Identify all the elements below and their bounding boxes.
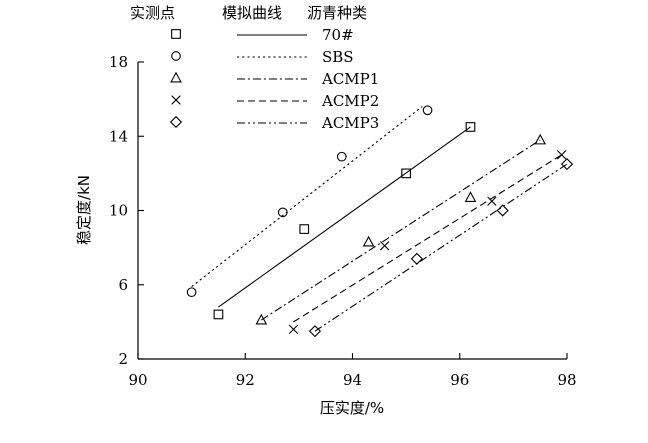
legend-label: ACMP2 (321, 92, 379, 110)
data-point-cross (288, 324, 299, 334)
x-tick-label: 96 (450, 371, 469, 389)
legend-label: ACMP1 (321, 70, 379, 88)
data-point-cross (556, 150, 567, 160)
legend: 70# SBS ACMP1 ACMP2 ACMP3 (169, 26, 379, 132)
x-tick-label: 98 (557, 371, 576, 389)
data-point-square (465, 122, 476, 132)
legend-marker-triangle (170, 71, 182, 83)
data-point-diamond (308, 325, 322, 338)
y-tick-label: 10 (109, 202, 128, 220)
legend-label: ACMP3 (321, 114, 379, 132)
data-point-circle (186, 287, 197, 298)
legend-label: SBS (322, 48, 354, 66)
x-tick-label: 94 (343, 371, 362, 389)
fit-line-sbs (191, 106, 423, 288)
data-point-triangle (534, 133, 547, 145)
data-point-square (213, 309, 224, 320)
legend-marker-cross (171, 95, 181, 105)
data-point-triangle (362, 235, 375, 247)
data-point-circle (277, 207, 288, 218)
legend-marker-diamond (169, 115, 183, 129)
data-point-triangle (464, 191, 477, 202)
data-point-triangle (255, 313, 268, 325)
y-tick-label: 18 (109, 53, 128, 71)
data-point-square (299, 224, 310, 234)
data-point-cross (379, 241, 390, 251)
legend-header-points: 实测点 (130, 4, 175, 22)
data-point-diamond (410, 252, 423, 265)
fit-line-acmp2 (293, 154, 562, 323)
x-tick-label: 92 (236, 371, 255, 389)
legend-header-asphalt: 沥青种类 (307, 4, 367, 22)
y-tick-label: 14 (109, 127, 128, 145)
data-point-square (401, 168, 411, 179)
x-tick-label: 90 (128, 371, 147, 389)
x-axis-title: 压实度/% (320, 399, 384, 417)
y-axis-title: 稳定度/kN (75, 175, 93, 245)
legend-header-curves: 模拟曲线 (222, 4, 282, 22)
ticks: 90 92 94 96 98 2 6 10 14 18 (109, 53, 577, 389)
legend-marker-circle (171, 51, 181, 61)
y-tick-label: 6 (118, 276, 128, 294)
markers (186, 105, 574, 338)
data-point-circle (336, 151, 347, 162)
data-point-diamond (560, 158, 574, 171)
fit-line-70 (218, 126, 471, 308)
legend-marker-square (171, 29, 181, 39)
y-tick-label: 2 (118, 350, 128, 368)
fit-lines (191, 106, 568, 332)
fit-line-acmp3 (314, 163, 568, 332)
fit-line-acmp1 (261, 139, 541, 321)
data-point-cross (487, 196, 497, 206)
data-point-circle (422, 105, 433, 116)
data-point-diamond (496, 204, 509, 217)
legend-label: 70# (322, 26, 354, 44)
